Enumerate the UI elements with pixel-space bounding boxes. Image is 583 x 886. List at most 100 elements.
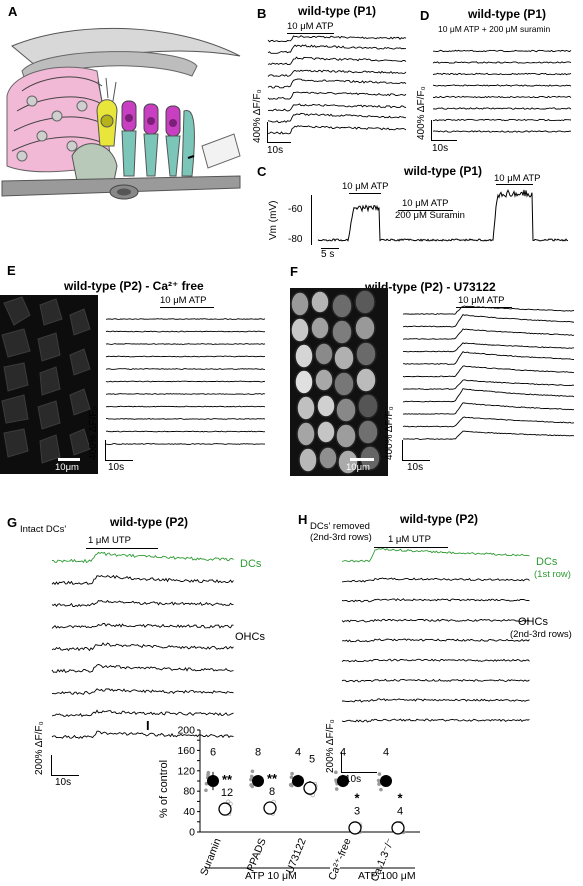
panel-b-traces (267, 35, 407, 135)
panel-f-image-scalebar (350, 458, 374, 461)
trace-line (432, 130, 572, 133)
panel-e-image-scalebar (58, 458, 80, 461)
panel-c-title: wild-type (P1) (404, 164, 483, 178)
panel-c-voltage-trace (317, 189, 569, 242)
chart-control-point (288, 783, 293, 787)
panel-c-xscale: 5 s (321, 249, 335, 260)
chart-control-point (377, 772, 382, 776)
panel-label-b: B (257, 6, 267, 21)
panel-d-stim-label: 10 μM ATP + 200 μM suramin (438, 24, 551, 34)
trace-line (402, 365, 575, 378)
panel-h-dcs-label1: DCs (536, 556, 558, 568)
trace-line (105, 393, 266, 395)
trace-line (432, 118, 572, 122)
panel-b-scalebar-v (267, 122, 268, 142)
trace-line (402, 314, 575, 328)
panel-b-title: wild-type (P1) (298, 4, 377, 18)
chart-drug-n: 3 (354, 806, 360, 818)
trace-line (341, 618, 530, 623)
trace-line (433, 49, 572, 53)
chart-control-mean (207, 775, 219, 787)
panel-e-imgscale: 10μm (55, 462, 79, 473)
chart-control-point (334, 787, 339, 791)
chart-drug-mean (218, 802, 232, 816)
chart-y-tick-label: 0 (189, 827, 195, 839)
trace-line (51, 574, 234, 586)
panel-c-stim1-bar (349, 193, 381, 194)
trace-line (432, 84, 572, 87)
chart-ylabel: % of control (158, 759, 170, 818)
panel-label-a: A (8, 4, 18, 19)
trace-line (105, 343, 266, 345)
panel-b-ylabel: 400% ΔF/F₀ (252, 89, 263, 143)
trace-line (51, 599, 234, 608)
trace-line (51, 730, 234, 739)
chart-control-point (377, 782, 381, 786)
chart-control-point (290, 771, 294, 776)
chart-control-point (250, 769, 255, 774)
panel-e-ylabel: 400% ΔF/F₀ (88, 406, 99, 460)
trace-line (105, 405, 266, 408)
chart-control-point (379, 787, 383, 792)
panel-d-title: wild-type (P1) (468, 7, 547, 21)
chart-significance: ** (267, 771, 278, 786)
panel-e-stim-label: 10 μM ATP (160, 295, 207, 306)
chart-drug-mean (348, 821, 362, 835)
chart-group1-label: ATP 10 μM (245, 870, 297, 882)
trace-line (106, 418, 266, 420)
chart-y-tick-label: 120 (177, 765, 195, 777)
panel-e-scalebar-v (105, 440, 106, 460)
panel-d-ylabel: 400% ΔF/F₀ (416, 86, 427, 140)
panel-h-scalebar-h (341, 772, 377, 773)
panel-i-chart: 04080120160200Suramin612**PPADS88**U7312… (177, 725, 420, 883)
trace-line (267, 112, 406, 123)
trace-line (432, 72, 572, 76)
panel-g-stim-bar (86, 548, 158, 549)
chart-drug-n: 4 (397, 806, 403, 818)
panel-f-ylabel: 400% ΔF/F₀ (384, 406, 395, 460)
trace-line (403, 430, 574, 440)
panel-e-title: wild-type (P2) - Ca²⁺ free (64, 279, 204, 293)
panel-e-xscale: 10s (108, 462, 125, 473)
panel-c-ytick-80: -80 (288, 234, 303, 245)
trace-line (403, 342, 575, 353)
trace-line (105, 330, 266, 333)
trace-line (105, 368, 266, 370)
panel-f-title: wild-type (P2) - U73122 (365, 280, 496, 294)
panel-g-note: Intact DCs' (20, 524, 67, 535)
panel-c-stim3-bar (496, 184, 533, 185)
cochlea-schematic (1, 27, 241, 200)
panel-g-ohcs-label: OHCs (235, 631, 265, 643)
trace-line (403, 351, 575, 365)
panel-f-fluorescence-image (290, 288, 388, 476)
trace-line (341, 598, 530, 603)
panel-f-traces (402, 305, 575, 440)
trace-line (342, 698, 530, 703)
panel-b-xscale: 10s (267, 145, 284, 156)
panel-g-stim-label: 1 μM UTP (88, 535, 131, 546)
panel-b-stim-label: 10 μM ATP (287, 21, 334, 32)
panel-label-d: D (420, 8, 430, 23)
panel-e-scalebar-h (105, 460, 133, 461)
panel-e-traces (105, 318, 266, 445)
panel-c-stim2-bar (398, 210, 453, 211)
chart-control-point (204, 788, 208, 793)
trace-line (403, 388, 575, 403)
chart-drug-mean (303, 781, 317, 795)
chart-control-point (249, 777, 253, 782)
trace-line (51, 688, 234, 695)
chart-control-mean (380, 775, 392, 787)
trace-line (267, 91, 407, 100)
trace-line (432, 95, 572, 99)
panel-label-g: G (7, 515, 18, 530)
panel-c-stim2b: 200 μM Suramin (395, 210, 465, 221)
chart-control-point (206, 770, 211, 775)
chart-category-label: Ca²⁺-free (326, 836, 354, 881)
panel-h-title: wild-type (P2) (400, 512, 479, 526)
panel-d-scalebar-h (431, 140, 457, 141)
chart-drug-n: 12 (221, 787, 233, 799)
vm-trace-line (317, 189, 569, 242)
panel-c-yaxis (311, 195, 312, 245)
panel-g-xscale: 10s (55, 777, 72, 788)
panel-f-stim-label: 10 μM ATP (458, 295, 505, 306)
